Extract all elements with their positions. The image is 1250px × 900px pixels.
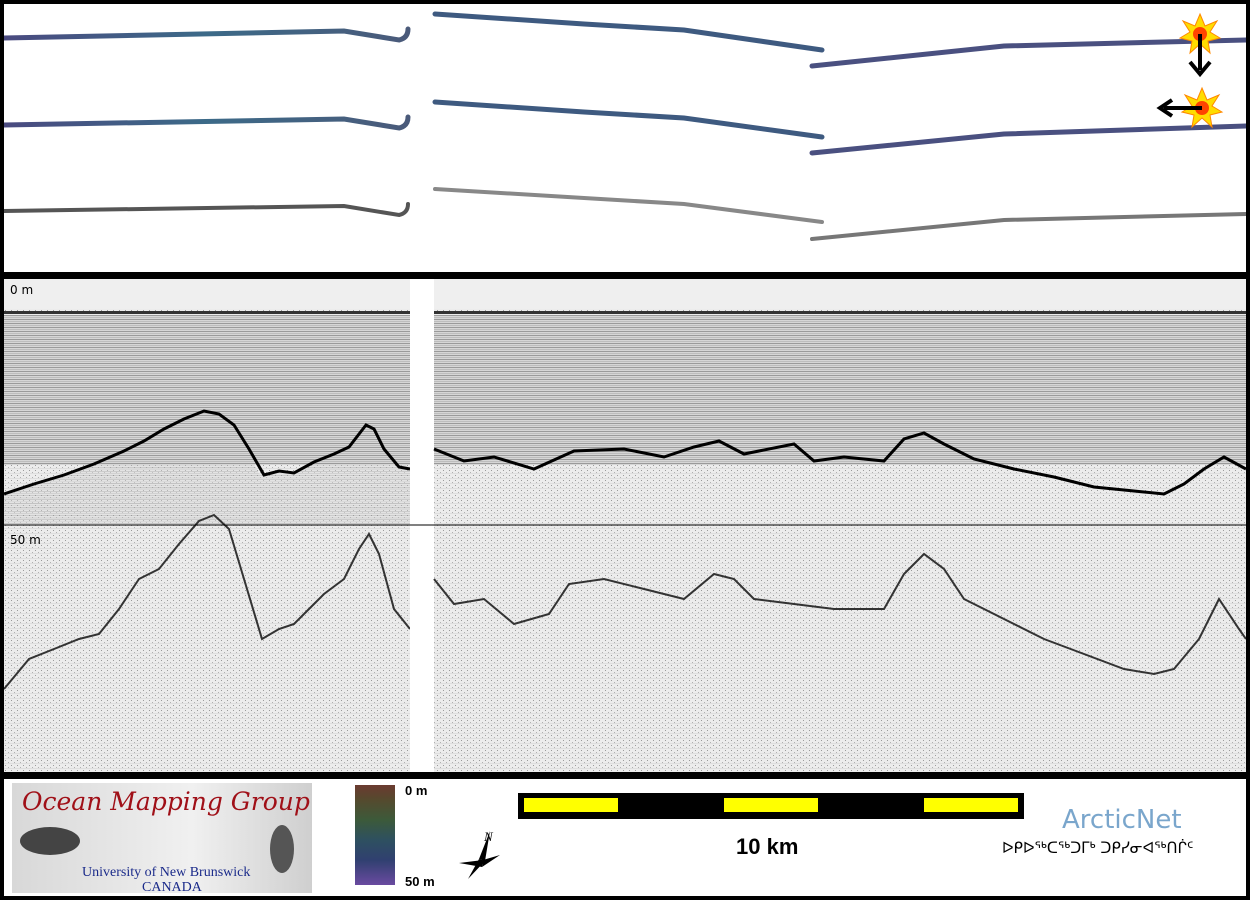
- arrow-left-icon: [1156, 98, 1202, 118]
- colorbar-bottom-label: 50 m: [405, 874, 435, 889]
- track-row-3: [4, 187, 1246, 241]
- depth-mid-label: 50 m: [10, 533, 41, 547]
- north-arrow-icon: N: [456, 827, 506, 890]
- scale-segment: [924, 798, 1018, 812]
- plan-view-panel: [4, 4, 1246, 272]
- logo-subtitle-1: University of New Brunswick: [82, 865, 251, 880]
- scale-label: 10 km: [736, 834, 799, 859]
- track-row-1: [4, 11, 1246, 69]
- depth-top-label: 0 m: [10, 283, 34, 297]
- arrow-down-icon: [1188, 34, 1212, 78]
- scale-segment: [724, 798, 818, 812]
- logo-title: Ocean Mapping Group: [22, 787, 310, 816]
- depth-colorbar: [355, 785, 395, 885]
- colorbar-top-label: 0 m: [405, 783, 428, 798]
- arcticnet-logo: ArcticNet: [1062, 805, 1182, 835]
- arcticnet-syllabics: ᐅᑭᐅᖅᑕᖅᑐᒥᒃ ᑐᑭᓯᓂᐊᖅᑎᒌᑦ: [1002, 839, 1194, 857]
- north-label: N: [483, 829, 494, 844]
- seismic-profile-panel: 0 m 50 m: [4, 279, 1246, 772]
- logo-graphic: [12, 783, 312, 893]
- scale-bar: [518, 793, 1024, 819]
- scale-segment: [524, 798, 618, 812]
- track-row-2: [4, 99, 1246, 156]
- ocean-mapping-logo: Ocean Mapping Group University of New Br…: [12, 783, 312, 895]
- legend-panel: Ocean Mapping Group University of New Br…: [4, 779, 1246, 896]
- logo-subtitle-2: CANADA: [142, 880, 202, 895]
- profile-svg: [4, 279, 1246, 772]
- track-plan-svg: [4, 11, 1246, 241]
